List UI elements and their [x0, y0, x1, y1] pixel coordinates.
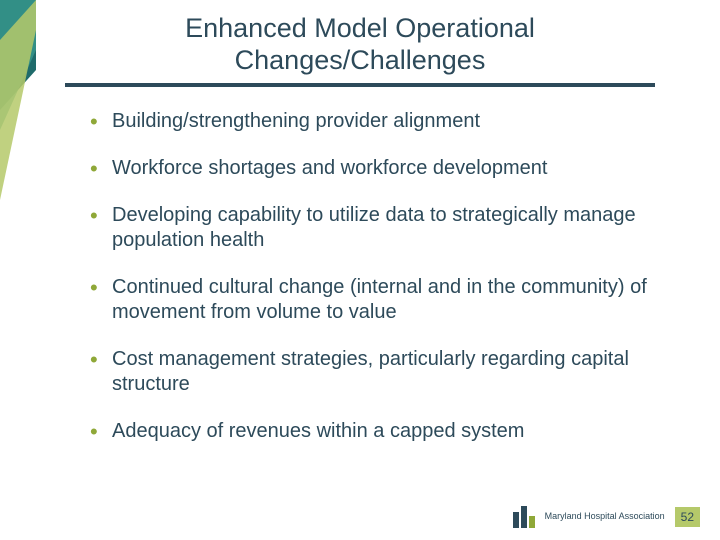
list-item: Adequacy of revenues within a capped sys…: [90, 419, 660, 444]
page-number: 52: [675, 507, 700, 527]
corner-accent-graphic: [0, 0, 36, 200]
list-item: Cost management strategies, particularly…: [90, 347, 660, 397]
list-item: Workforce shortages and workforce develo…: [90, 156, 660, 181]
bullet-list: Building/strengthening provider alignmen…: [0, 87, 720, 444]
title-line-1: Enhanced Model Operational: [185, 13, 535, 43]
list-item: Building/strengthening provider alignmen…: [90, 109, 660, 134]
slide-title: Enhanced Model Operational Changes/Chall…: [185, 12, 535, 77]
footer: Maryland Hospital Association 52: [513, 506, 700, 528]
logo: Maryland Hospital Association: [513, 506, 665, 528]
list-item: Developing capability to utilize data to…: [90, 203, 660, 253]
logo-icon: [513, 506, 539, 528]
title-line-2: Changes/Challenges: [235, 45, 486, 75]
list-item: Continued cultural change (internal and …: [90, 275, 660, 325]
title-block: Enhanced Model Operational Changes/Chall…: [0, 0, 720, 87]
logo-text: Maryland Hospital Association: [545, 512, 665, 521]
